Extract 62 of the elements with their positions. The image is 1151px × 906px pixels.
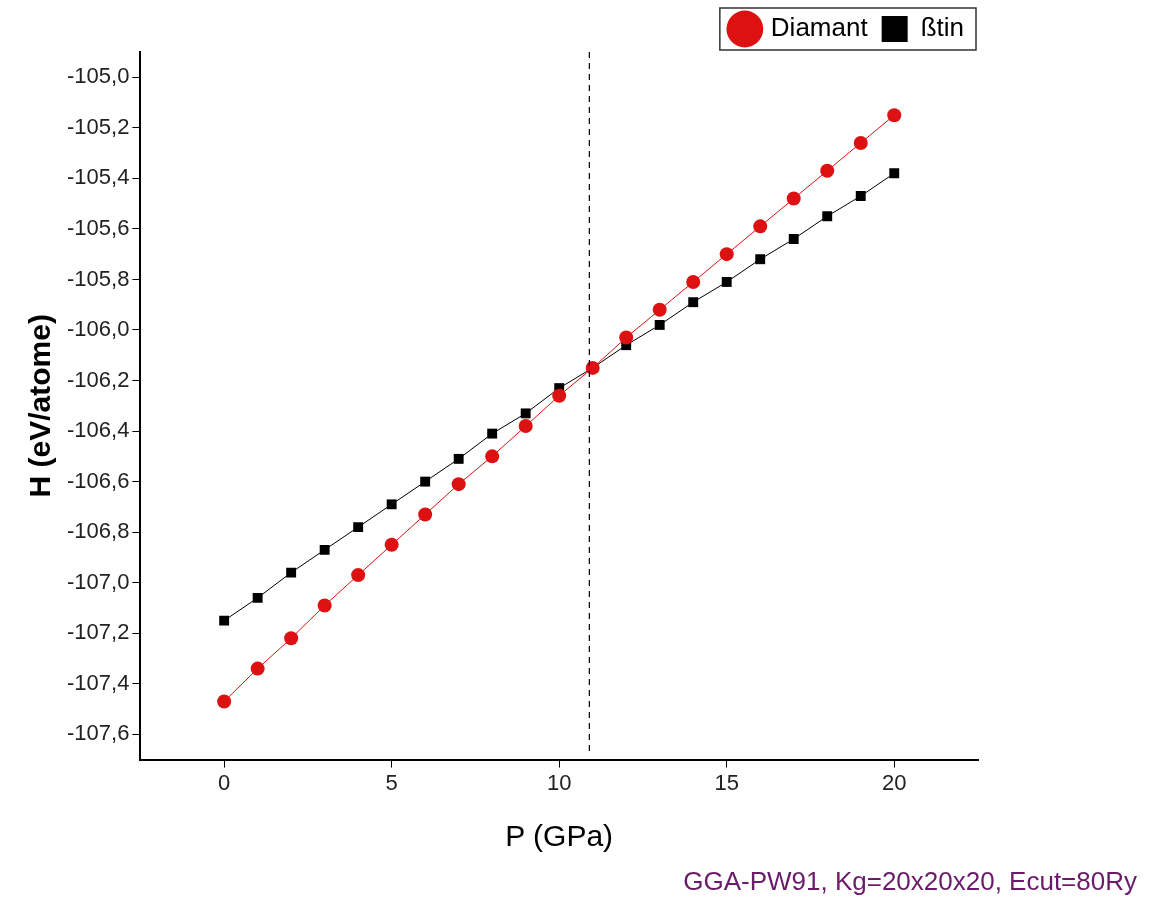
y-tick-label: -105,0 [66,63,130,89]
point [889,168,900,179]
point [518,419,533,434]
point [487,428,498,439]
x-tick-label: 5 [385,769,398,795]
point [853,135,868,150]
point [317,598,332,613]
y-tick-label: -107,6 [66,720,130,746]
point [250,661,265,676]
x-axis-title: P (GPa) [505,819,614,853]
point [219,615,230,626]
text: GGA-PW91, Kg=20x20x20, Ecut=80Ry [683,866,1137,897]
y-tick-label: -106,0 [66,316,130,342]
y-tick-label: -105,8 [66,265,130,291]
point [755,254,766,265]
point [619,330,634,345]
y-tick-label: -107,2 [66,619,130,645]
point [286,567,297,578]
point [453,453,464,464]
y-axis-title: H (eV/atome) [23,314,57,498]
point [451,477,466,492]
point [351,568,366,583]
point [719,247,734,262]
point [386,499,397,510]
y-tick-label: -105,6 [66,214,130,240]
point [520,408,531,419]
point [820,163,835,178]
point [418,507,433,522]
y-tick-label: -106,6 [66,467,130,493]
y-tick-label: -106,4 [66,417,130,443]
point [217,694,232,709]
x-tick-label: 15 [714,769,739,795]
y-tick-label: -107,0 [66,568,130,594]
x-tick-label: 10 [546,769,572,795]
point [855,191,866,201]
legend-label: ßtin [920,12,964,43]
point [319,544,330,555]
y-tick-label: -106,8 [66,518,130,544]
point [552,388,567,403]
point [688,297,699,308]
point [788,234,799,244]
point [686,274,701,289]
point [652,302,667,317]
x-tick-label: 20 [882,769,907,795]
point [353,522,364,533]
y-tick-label: -105,4 [66,164,130,190]
point [786,191,801,206]
y-tick-label: -107,4 [66,669,130,695]
point [822,211,833,222]
point [284,631,299,646]
point [721,277,732,287]
legend-label: Diamant [770,12,869,43]
x-tick-label: 0 [218,769,231,795]
point [485,449,500,464]
point [420,476,431,487]
point [753,219,768,234]
point [384,537,399,552]
point [654,319,665,330]
point [252,592,263,603]
y-tick-label: -106,2 [66,366,130,392]
y-tick-label: -105,2 [66,113,130,139]
point [887,108,902,123]
